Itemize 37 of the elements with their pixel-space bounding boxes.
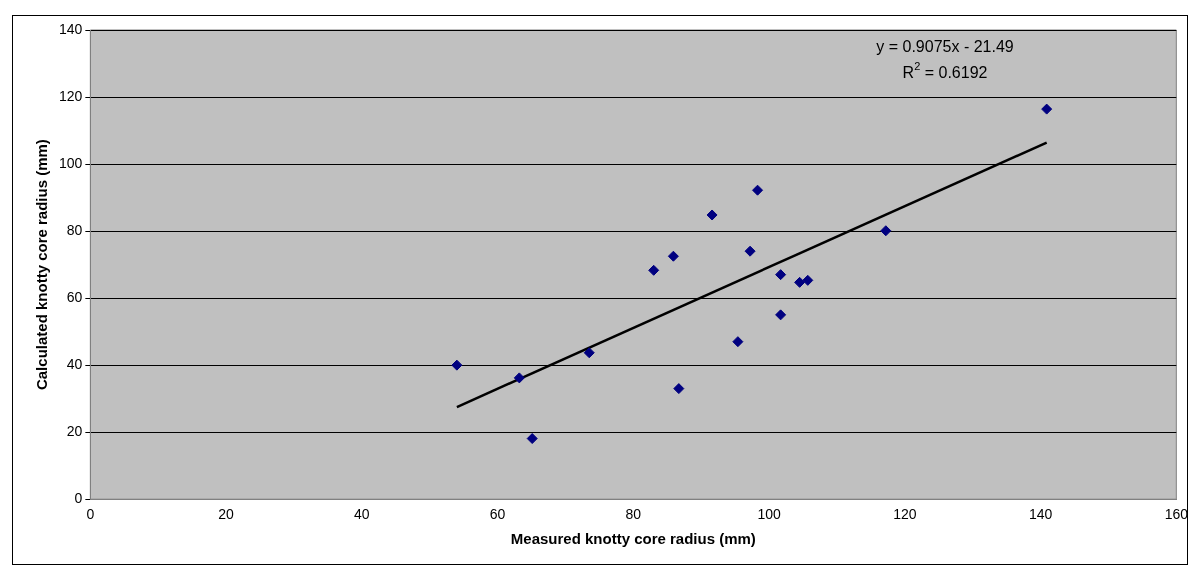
y-axis-title: Calculated knotty core radius (mm) xyxy=(33,139,51,391)
x-tick-label: 120 xyxy=(893,506,917,523)
point xyxy=(744,245,756,257)
point xyxy=(648,264,660,276)
y-tick-label: 60 xyxy=(66,288,83,305)
point xyxy=(802,274,814,286)
y-tick-label: 80 xyxy=(66,221,83,238)
point xyxy=(667,250,679,262)
y-tick-label: 40 xyxy=(66,356,83,372)
point xyxy=(513,372,525,384)
x-tick-label: 40 xyxy=(354,506,370,523)
annotation: y = 0.9075x - 21.49 xyxy=(876,38,1014,56)
point xyxy=(451,359,463,371)
y-tick-label: 0 xyxy=(74,490,83,507)
point xyxy=(706,209,718,221)
point xyxy=(880,225,892,237)
point xyxy=(732,336,744,348)
point xyxy=(775,269,787,281)
point xyxy=(775,309,787,321)
point xyxy=(673,383,685,395)
point xyxy=(794,276,806,288)
point xyxy=(526,433,538,445)
point xyxy=(1041,103,1053,115)
x-tick-label: 100 xyxy=(757,506,781,523)
x-tick-label: 80 xyxy=(625,506,642,523)
x-axis-title: Measured knotty core radius (mm) xyxy=(510,530,756,548)
y-tick-label: 140 xyxy=(59,20,83,37)
point xyxy=(752,184,764,196)
x-tick-label: 160 xyxy=(1164,506,1189,523)
point xyxy=(583,347,595,359)
x-tick-label: 60 xyxy=(489,506,506,523)
y-tick-label: 100 xyxy=(59,154,83,171)
x-tick-label: 0 xyxy=(86,506,95,523)
y-tick-label: 20 xyxy=(66,423,83,440)
x-tick-label: 140 xyxy=(1028,506,1053,523)
y-tick-label: 120 xyxy=(59,87,83,104)
x-tick-label: 20 xyxy=(218,506,235,523)
